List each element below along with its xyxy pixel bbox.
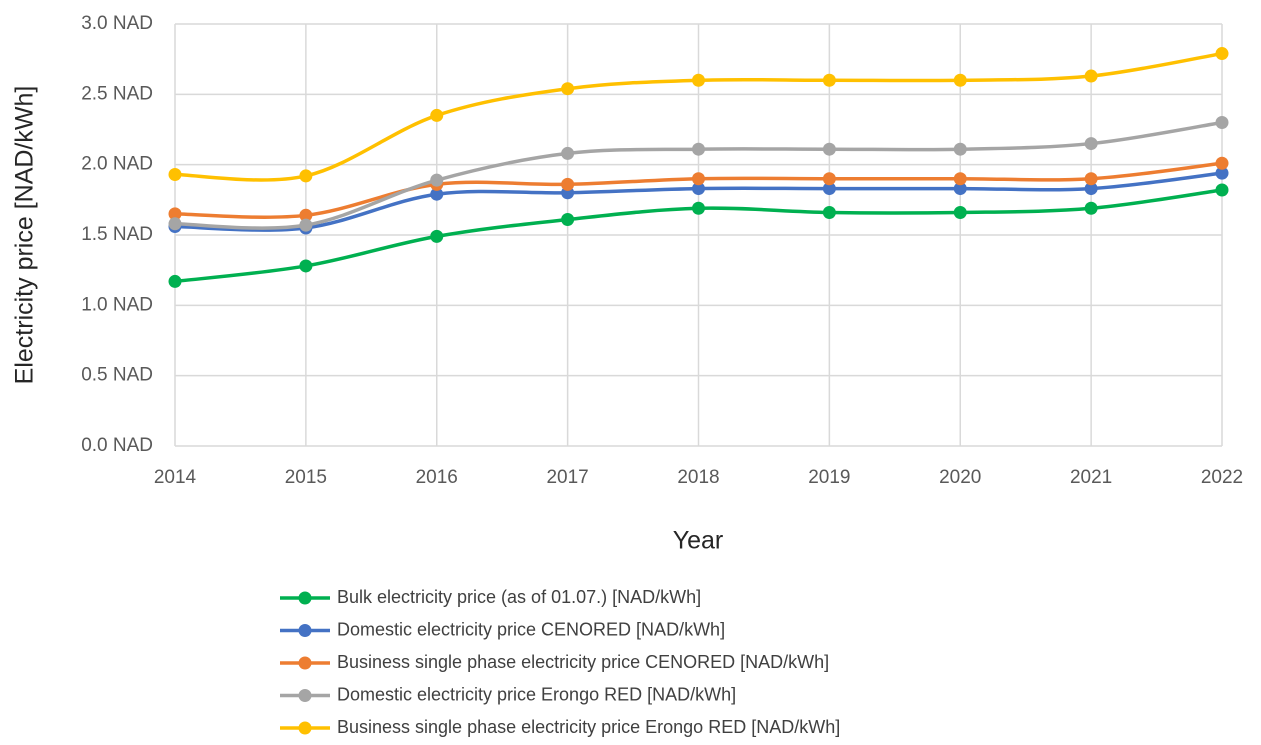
data-point [822,182,836,196]
legend-marker [298,591,312,605]
data-point [822,142,836,156]
data-point [822,73,836,87]
data-point [299,208,313,222]
x-tick-label: 2019 [808,467,850,488]
data-point [561,177,575,191]
legend-label: Domestic electricity price Erongo RED [N… [337,684,736,704]
data-point [1215,156,1229,170]
x-tick-label: 2018 [677,467,719,488]
x-tick-label: 2017 [546,467,588,488]
x-tick-label: 2020 [939,467,981,488]
data-point [692,182,705,196]
legend-label: Domestic electricity price CENORED [NAD/… [337,619,725,639]
data-point [561,146,575,160]
data-point [692,142,705,156]
data-point [168,217,182,231]
data-point [1215,115,1229,129]
data-point [561,213,575,227]
data-point [692,172,705,186]
data-point [953,73,967,87]
legend-label: Bulk electricity price (as of 01.07.) [N… [337,587,701,607]
data-point [1215,47,1229,61]
data-point [430,108,444,122]
data-point [822,172,836,186]
y-tick-label: 2.5 NAD [81,83,153,104]
data-point [822,205,836,219]
y-tick-label: 0.5 NAD [81,365,153,386]
data-point [561,82,575,96]
y-tick-label: 2.0 NAD [81,154,153,175]
data-point [430,187,444,201]
y-tick-label: 1.5 NAD [81,224,153,245]
legend-marker [298,624,312,637]
data-point [953,142,967,156]
y-axis-title: Electricity price [NAD/kWh] [11,86,39,385]
data-point [430,229,444,243]
x-tick-label: 2015 [285,467,327,488]
x-axis-title: Year [673,527,724,555]
data-point [1215,166,1229,180]
data-point [692,201,705,215]
legend-marker [298,656,312,670]
data-point [1084,137,1098,151]
x-tick-label: 2022 [1201,467,1243,488]
data-point [1084,201,1098,215]
y-tick-label: 0.0 NAD [81,435,153,456]
x-tick-label: 2014 [154,467,197,488]
x-tick-label: 2021 [1070,467,1112,488]
legend-label: Business single phase electricity price … [337,717,840,737]
legend-marker [298,689,312,702]
data-point [168,274,182,288]
y-tick-label: 1.0 NAD [81,294,153,315]
data-point [299,259,313,273]
data-point [168,168,182,182]
data-point [299,218,313,232]
data-point [953,172,967,186]
data-point [953,205,967,219]
data-point [1084,172,1098,186]
data-point [1215,183,1229,197]
data-point [430,173,444,187]
data-point [692,73,705,87]
legend-label: Business single phase electricity price … [337,652,829,672]
data-point [1084,69,1098,83]
y-tick-label: 3.0 NAD [81,13,153,34]
data-point [168,207,182,221]
data-point [953,182,967,196]
x-tick-label: 2016 [416,467,458,488]
legend-marker [298,721,312,735]
data-point [299,169,313,183]
data-point [1084,182,1098,196]
